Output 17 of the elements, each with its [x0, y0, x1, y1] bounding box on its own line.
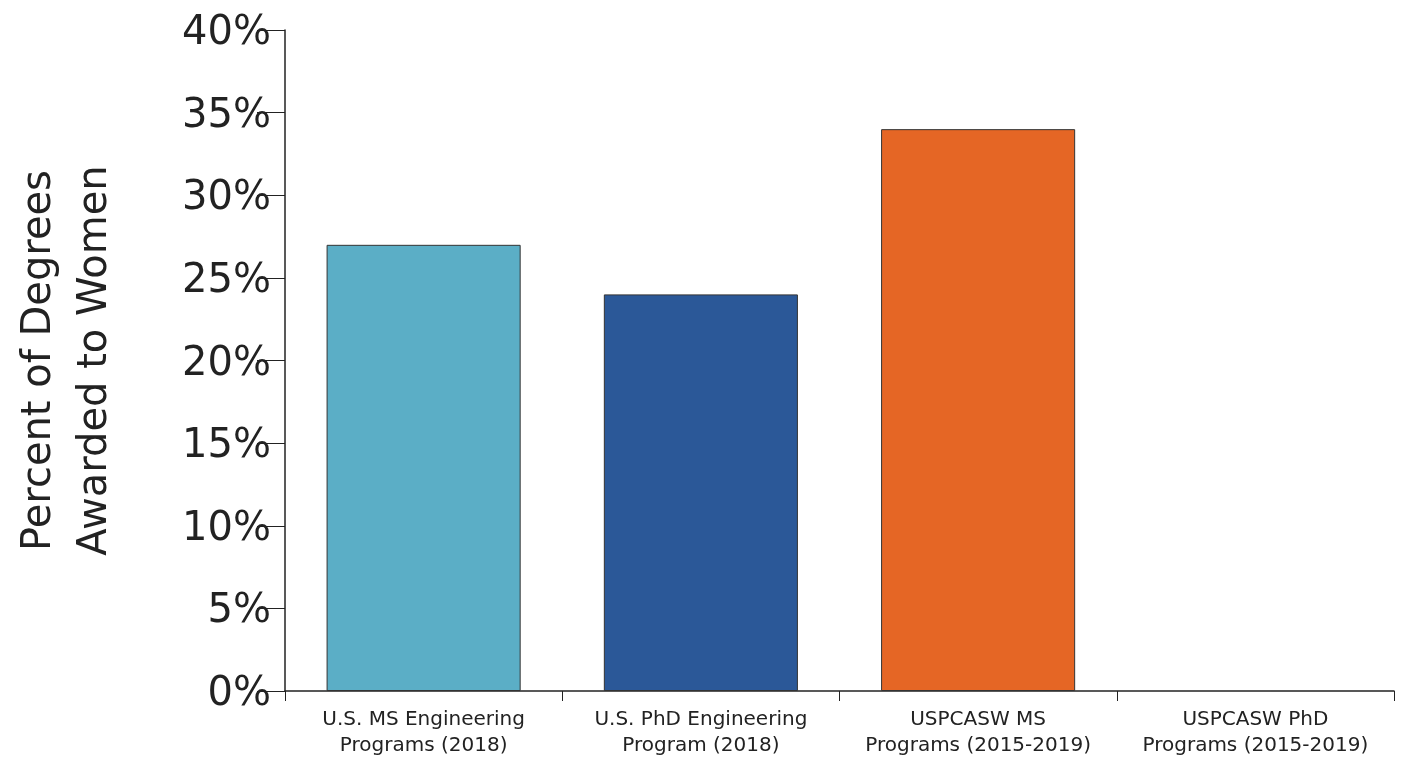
y-tick-label: 15% — [182, 420, 271, 467]
x-tick-label: USPCASW PhD Programs (2015-2019) — [1142, 706, 1369, 756]
y-tick-label: 5% — [207, 585, 271, 632]
y-tick-label: 0% — [207, 668, 271, 714]
y-tick-label: 10% — [182, 502, 271, 549]
x-tick-label: U.S. PhD Engineering Program (2018) — [594, 706, 808, 756]
y-axis-title: Percent of Degrees Awarded to Women — [13, 165, 115, 556]
x-tick-label: USPCASW MS Programs (2015-2019) — [865, 706, 1092, 756]
y-tick-label: 35% — [182, 89, 271, 136]
y-tick-label: 40% — [182, 7, 271, 53]
x-tick-label: U.S. MS Engineering Programs (2018) — [322, 706, 525, 756]
bar — [881, 129, 1076, 691]
y-tick-label: 20% — [182, 337, 271, 384]
y-tick-label: 25% — [182, 254, 271, 301]
y-tick-label: 30% — [182, 172, 271, 219]
bar — [603, 294, 798, 691]
bar — [326, 244, 521, 691]
